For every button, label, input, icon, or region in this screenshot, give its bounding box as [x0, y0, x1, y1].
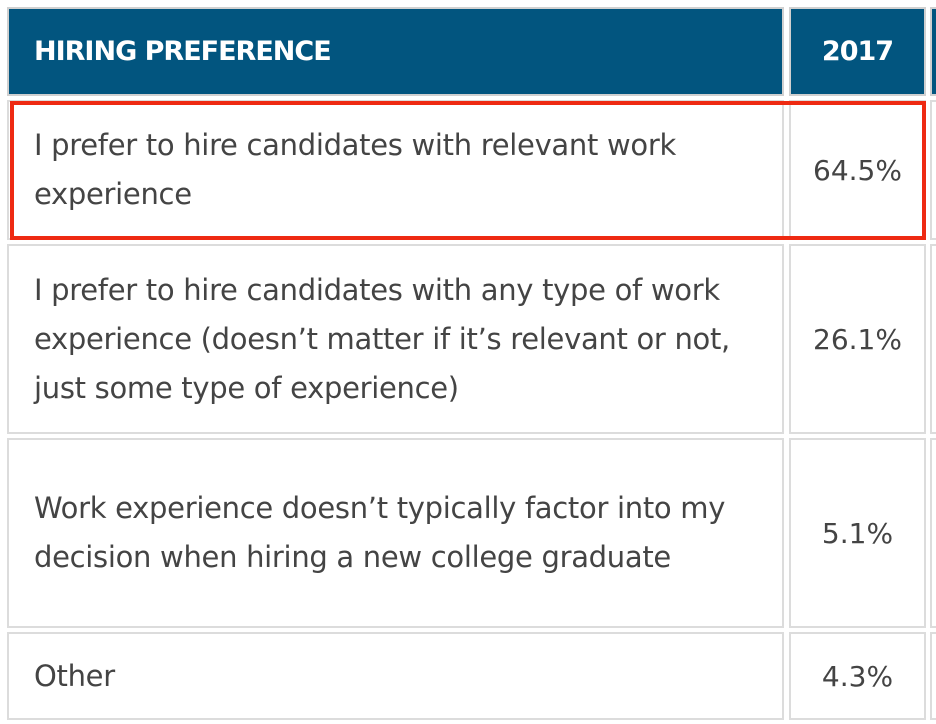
header-label: HIRING PREFERENCE: [34, 36, 332, 67]
value-text: 5.1%: [821, 516, 894, 550]
table-row-value: 64.5%: [789, 100, 926, 240]
table-row-value: 4.3%: [789, 632, 926, 720]
table-row-next: [930, 438, 936, 628]
table-row-next: [930, 244, 936, 434]
table-row-preference: I prefer to hire candidates with any typ…: [7, 244, 784, 434]
header-next-column: [930, 7, 936, 96]
preference-text: Other: [34, 658, 115, 693]
table-row-preference: I prefer to hire candidates with relevan…: [7, 100, 784, 240]
table-row-preference: Work experience doesn’t typically factor…: [7, 438, 784, 628]
value-text: 26.1%: [813, 322, 902, 356]
preference-text: I prefer to hire candidates with relevan…: [34, 128, 676, 211]
header-hiring-preference: HIRING PREFERENCE: [7, 7, 784, 96]
value-text: 4.3%: [821, 659, 894, 693]
header-2017: 2017: [789, 7, 926, 96]
preference-text: I prefer to hire candidates with any typ…: [34, 272, 730, 405]
preference-text: Work experience doesn’t typically factor…: [34, 491, 726, 574]
table-row-next: [930, 632, 936, 720]
table-row-preference: Other: [7, 632, 784, 720]
table-row-value: 26.1%: [789, 244, 926, 434]
table-row-next: [930, 100, 936, 240]
table-row-value: 5.1%: [789, 438, 926, 628]
header-label: 2017: [821, 36, 894, 67]
value-text: 64.5%: [813, 153, 902, 187]
